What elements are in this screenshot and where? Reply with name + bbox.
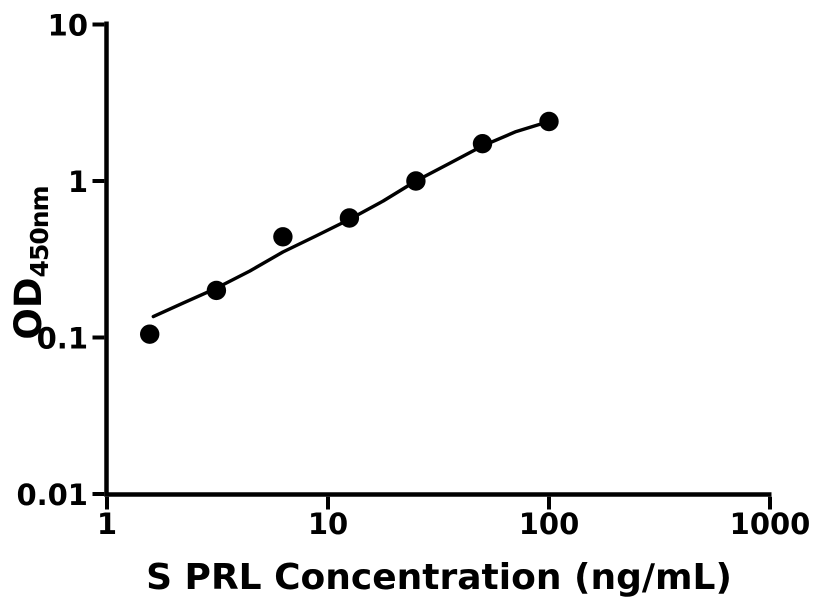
x-tick-label: 10 <box>308 507 348 541</box>
y-tick-label: 0.1 <box>37 322 88 356</box>
x-axis-title: S PRL Concentration (ng/mL) <box>146 557 732 598</box>
y-tick-label: 10 <box>48 9 88 43</box>
data-point-marker <box>406 171 426 191</box>
y-axis-title-subscript: 450nm <box>25 186 54 278</box>
axis-spine <box>104 21 772 497</box>
x-tick-label: 1 <box>97 507 117 541</box>
data-point-marker <box>140 324 160 344</box>
data-point-marker <box>273 227 293 247</box>
x-tick-label: 100 <box>519 507 580 541</box>
y-tick-label: 0.01 <box>16 478 88 512</box>
y-axis-title-main: OD <box>7 277 50 340</box>
data-point-marker <box>472 134 493 154</box>
x-tick-label: 1000 <box>730 507 811 541</box>
data-point-marker <box>539 111 559 132</box>
data-point-marker <box>206 280 227 301</box>
y-tick-label: 1 <box>68 165 88 199</box>
data-point-marker <box>339 208 360 228</box>
